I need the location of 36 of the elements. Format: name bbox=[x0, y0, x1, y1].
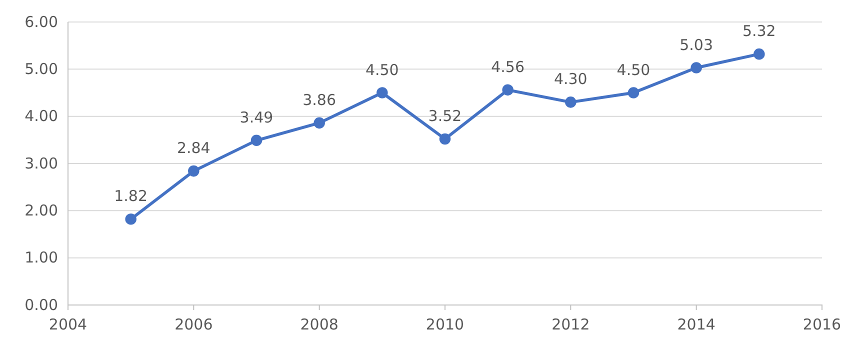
x-tick-label: 2008 bbox=[300, 316, 338, 334]
point bbox=[250, 134, 262, 146]
y-tick-label: 2.00 bbox=[24, 201, 58, 220]
data-label: 5.03 bbox=[680, 36, 714, 54]
x-tick-label: 2012 bbox=[552, 316, 590, 334]
point bbox=[502, 84, 514, 96]
data-label: 3.49 bbox=[240, 108, 274, 126]
y-tick-label: 4.00 bbox=[24, 107, 58, 126]
data-label: 3.52 bbox=[428, 106, 462, 125]
point bbox=[314, 117, 325, 129]
y-tick-label: 6.00 bbox=[24, 12, 58, 31]
point bbox=[125, 214, 136, 225]
x-tick-label: 2016 bbox=[802, 316, 842, 334]
x-tick-label: 2010 bbox=[426, 316, 464, 334]
data-label: 1.82 bbox=[114, 187, 148, 206]
data-label: 3.86 bbox=[302, 90, 336, 109]
y-tick-label: 3.00 bbox=[24, 154, 58, 172]
point bbox=[565, 96, 576, 108]
point bbox=[690, 62, 702, 74]
point bbox=[628, 87, 640, 98]
y-tick-label: 0.00 bbox=[24, 296, 58, 314]
point bbox=[754, 48, 765, 60]
point bbox=[376, 87, 388, 98]
data-label: 2.84 bbox=[176, 139, 210, 158]
x-tick-label: 2014 bbox=[677, 316, 716, 334]
data-label: 4.30 bbox=[554, 70, 588, 88]
point bbox=[188, 165, 200, 177]
x-tick-label: 2006 bbox=[174, 316, 213, 334]
data-label: 5.32 bbox=[742, 22, 776, 40]
data-label: 4.50 bbox=[616, 60, 650, 79]
y-tick-label: 5.00 bbox=[24, 60, 58, 78]
data-label: 4.56 bbox=[491, 58, 525, 76]
point bbox=[439, 133, 451, 145]
data-label: 4.50 bbox=[365, 60, 399, 79]
x-tick-label: 2004 bbox=[48, 316, 88, 334]
y-tick-label: 1.00 bbox=[24, 248, 58, 267]
